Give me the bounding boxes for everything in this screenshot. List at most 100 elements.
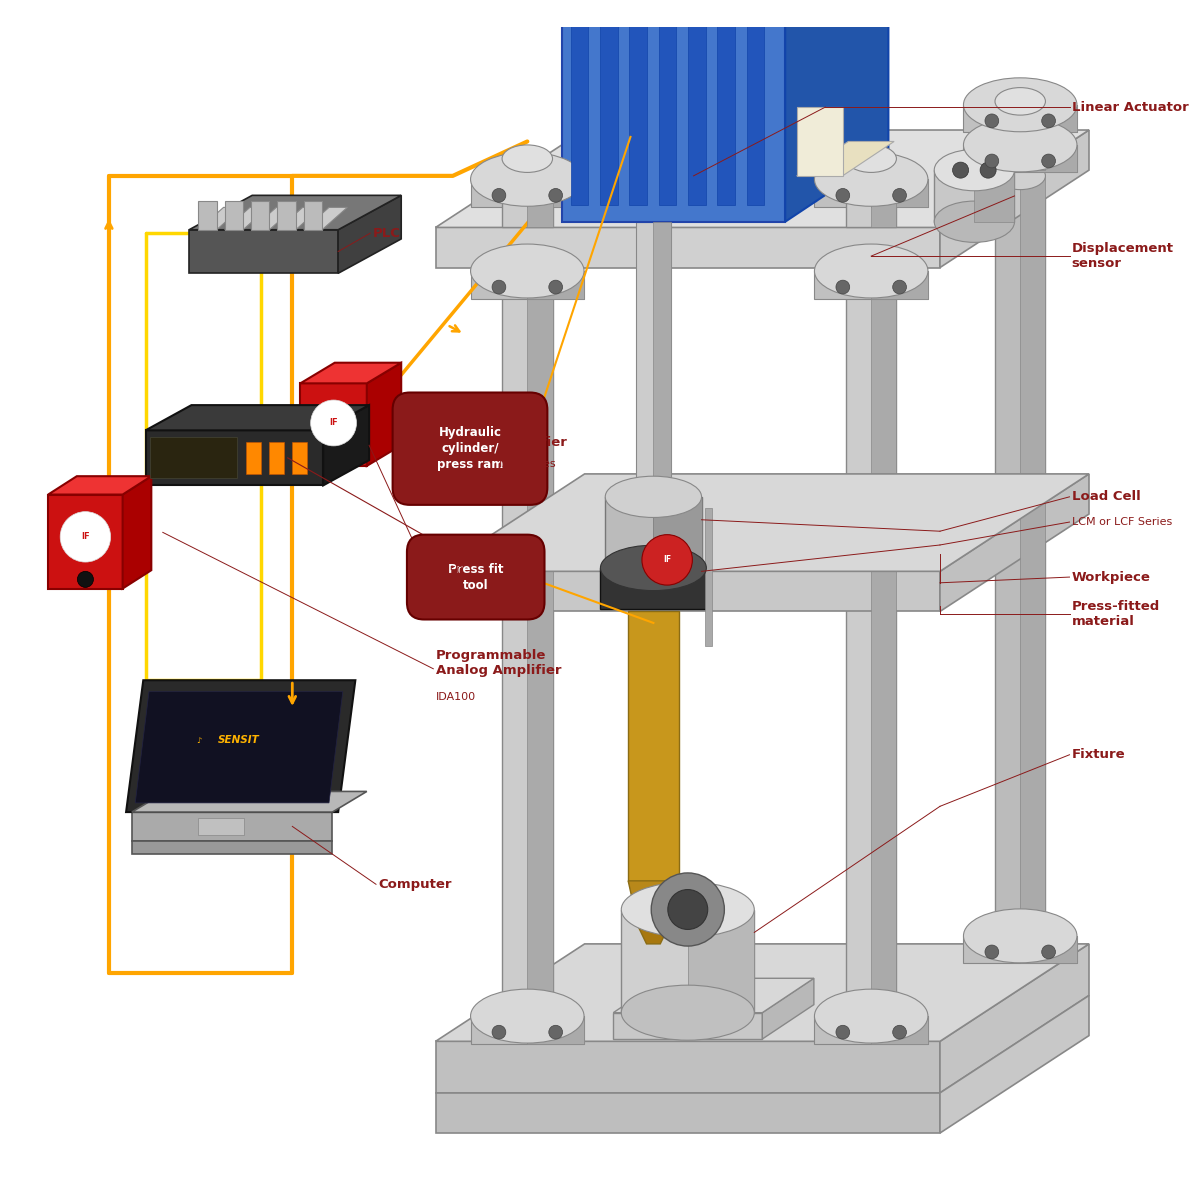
- Polygon shape: [605, 497, 702, 588]
- Polygon shape: [940, 996, 1088, 1133]
- Circle shape: [60, 511, 110, 562]
- Circle shape: [548, 188, 563, 203]
- Polygon shape: [1020, 176, 1045, 938]
- Polygon shape: [190, 229, 338, 274]
- Polygon shape: [871, 179, 928, 206]
- Circle shape: [836, 1025, 850, 1039]
- Polygon shape: [48, 494, 122, 588]
- Circle shape: [980, 162, 996, 178]
- Circle shape: [492, 280, 506, 294]
- Polygon shape: [502, 158, 552, 228]
- Polygon shape: [628, 881, 679, 926]
- Polygon shape: [871, 271, 928, 299]
- Text: Digital Display: Digital Display: [424, 545, 534, 557]
- Polygon shape: [132, 792, 367, 812]
- Text: Hydraulic
cylinder/
press ram: Hydraulic cylinder/ press ram: [437, 426, 503, 472]
- Polygon shape: [940, 474, 1088, 612]
- Polygon shape: [974, 170, 1014, 222]
- Polygon shape: [613, 1013, 762, 1039]
- Text: Amplifier: Amplifier: [499, 437, 568, 450]
- Polygon shape: [304, 202, 322, 229]
- Polygon shape: [571, 22, 588, 204]
- Circle shape: [893, 280, 906, 294]
- Polygon shape: [628, 612, 679, 881]
- FancyBboxPatch shape: [407, 535, 545, 619]
- Text: Fixture: Fixture: [1072, 749, 1126, 761]
- Polygon shape: [815, 271, 928, 299]
- Polygon shape: [436, 571, 940, 612]
- Polygon shape: [323, 406, 370, 485]
- Circle shape: [548, 280, 563, 294]
- Circle shape: [893, 1025, 906, 1039]
- Polygon shape: [613, 978, 814, 1013]
- Polygon shape: [562, 0, 888, 10]
- Ellipse shape: [470, 244, 584, 298]
- Polygon shape: [338, 196, 401, 274]
- Polygon shape: [277, 208, 320, 229]
- Circle shape: [985, 946, 998, 959]
- Polygon shape: [935, 170, 1014, 222]
- Polygon shape: [502, 274, 552, 1036]
- Polygon shape: [940, 130, 1088, 268]
- Text: Press fit
tool: Press fit tool: [448, 563, 504, 592]
- Text: Workpiece: Workpiece: [1072, 570, 1151, 583]
- Polygon shape: [132, 812, 332, 841]
- Ellipse shape: [470, 989, 584, 1043]
- Circle shape: [953, 162, 968, 178]
- Polygon shape: [593, 0, 816, 202]
- Polygon shape: [527, 1016, 584, 1044]
- Text: Programmable
Analog Amplifier: Programmable Analog Amplifier: [436, 649, 562, 677]
- Polygon shape: [470, 1016, 584, 1044]
- Text: SENSIT: SENSIT: [218, 736, 260, 745]
- Polygon shape: [653, 222, 671, 565]
- Text: Displacement
sensor: Displacement sensor: [1072, 242, 1174, 270]
- Circle shape: [492, 1025, 506, 1039]
- Polygon shape: [659, 22, 677, 204]
- Polygon shape: [224, 208, 269, 229]
- Polygon shape: [190, 196, 401, 229]
- Polygon shape: [136, 691, 343, 803]
- Polygon shape: [600, 22, 618, 204]
- Polygon shape: [1020, 101, 1045, 170]
- Polygon shape: [145, 406, 370, 431]
- Text: Load Cell: Load Cell: [1072, 491, 1140, 503]
- Polygon shape: [846, 158, 896, 228]
- Polygon shape: [436, 474, 1088, 571]
- Circle shape: [1042, 114, 1056, 127]
- Ellipse shape: [995, 88, 1045, 115]
- Ellipse shape: [815, 152, 928, 206]
- Polygon shape: [871, 158, 896, 228]
- Polygon shape: [48, 476, 151, 494]
- Circle shape: [1042, 946, 1056, 959]
- Polygon shape: [436, 130, 1088, 228]
- Polygon shape: [251, 202, 269, 229]
- Polygon shape: [630, 22, 647, 204]
- Polygon shape: [470, 271, 584, 299]
- Polygon shape: [797, 107, 842, 176]
- Text: IDA100: IDA100: [436, 692, 475, 702]
- Text: PLC: PLC: [372, 227, 401, 240]
- Polygon shape: [688, 22, 706, 204]
- Ellipse shape: [502, 145, 552, 173]
- Polygon shape: [198, 208, 242, 229]
- Polygon shape: [964, 145, 1076, 173]
- Polygon shape: [246, 442, 262, 474]
- Polygon shape: [562, 10, 785, 222]
- Polygon shape: [797, 142, 894, 176]
- Polygon shape: [995, 101, 1045, 170]
- Circle shape: [985, 114, 998, 127]
- Circle shape: [652, 872, 725, 946]
- Polygon shape: [527, 158, 552, 228]
- Text: ♪: ♪: [196, 736, 202, 745]
- Ellipse shape: [815, 244, 928, 298]
- Text: IAA Series: IAA Series: [499, 458, 556, 468]
- Polygon shape: [815, 179, 928, 206]
- Polygon shape: [367, 362, 401, 466]
- Polygon shape: [300, 362, 401, 383]
- Polygon shape: [277, 202, 295, 229]
- Circle shape: [985, 154, 998, 168]
- Ellipse shape: [964, 118, 1076, 172]
- Polygon shape: [622, 910, 755, 1013]
- Polygon shape: [436, 944, 1088, 1042]
- Polygon shape: [600, 568, 707, 610]
